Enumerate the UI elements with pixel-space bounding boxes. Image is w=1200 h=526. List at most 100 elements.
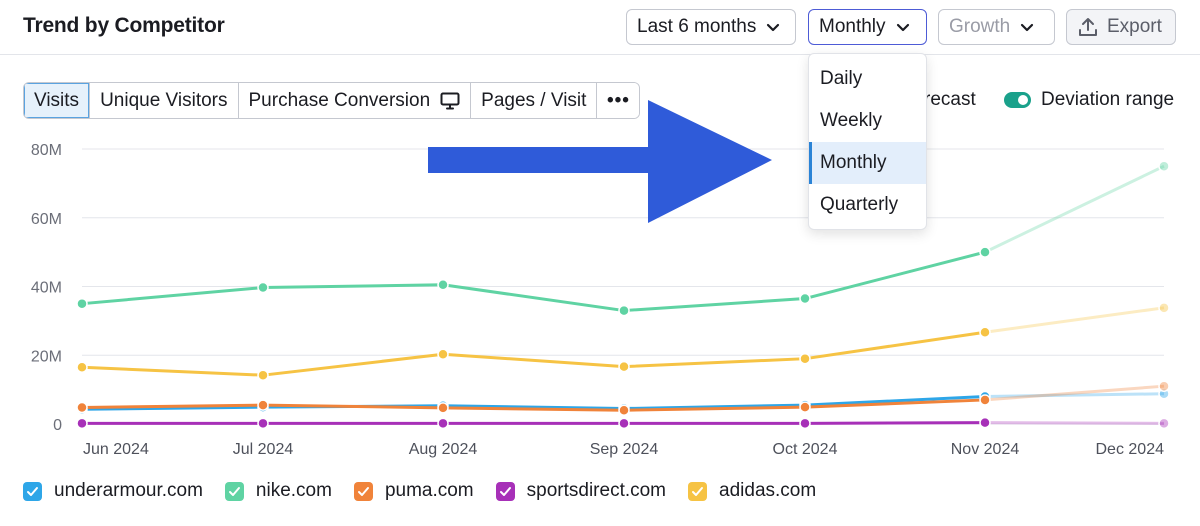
data-point (76, 417, 88, 430)
tab-visits[interactable]: Visits (24, 83, 91, 118)
check-icon[interactable] (224, 481, 244, 501)
growth-value: Growth (949, 16, 1011, 37)
legend-item-puma[interactable]: puma.com (353, 480, 474, 502)
granularity-value: Monthly (819, 16, 886, 37)
data-point (979, 394, 991, 406)
tab-unique-visitors[interactable]: Unique Visitors (90, 83, 239, 118)
series-forecast-line (984, 392, 1165, 398)
data-point (618, 360, 630, 373)
legend-item-adidas[interactable]: adidas.com (688, 480, 816, 502)
tab-label: Visits (34, 89, 80, 111)
monitor-icon (440, 92, 460, 109)
forecast-label: recast (924, 89, 976, 110)
series-forecast-line (984, 384, 1165, 402)
series-line (81, 395, 986, 411)
chevron-down-icon (1021, 23, 1034, 32)
legend-item-underarmour[interactable]: underarmour.com (23, 480, 203, 502)
deviation-label: Deviation range (1041, 89, 1175, 110)
data-point (437, 279, 449, 291)
data-point (257, 281, 269, 294)
trend-chart: 80M 60M 40M 20M 0 Jun 2024 Jul 2024 Aug 2024 Sep… (31, 142, 1170, 458)
x-tick-label: Dec 2024 (1096, 441, 1165, 458)
check-icon[interactable] (495, 481, 515, 501)
data-point (257, 417, 269, 430)
data-point (1158, 417, 1170, 430)
period-select[interactable]: Last 6 months (626, 9, 796, 45)
data-point (799, 352, 811, 365)
granularity-dropdown: Daily Weekly Monthly Quarterly (808, 53, 927, 230)
tab-label: Purchase Conversion (248, 89, 431, 111)
data-point (257, 399, 269, 411)
data-point (618, 404, 630, 416)
more-icon: ••• (606, 89, 630, 111)
metric-tabs: Visits Unique Visitors Purchase Conversi… (23, 82, 641, 119)
legend-item-sportsdirect[interactable]: sportsdirect.com (495, 480, 667, 502)
y-tick-label: 40M (31, 280, 62, 297)
chevron-down-icon (767, 23, 780, 32)
dropdown-item-daily[interactable]: Daily (820, 68, 863, 89)
legend-label: underarmour.com (54, 480, 203, 501)
legend-label: adidas.com (719, 480, 817, 501)
data-point (799, 292, 811, 305)
y-tick-label: 80M (31, 142, 62, 159)
series-line (81, 250, 986, 313)
check-icon[interactable] (688, 481, 708, 501)
data-point (979, 246, 991, 258)
legend-item-nike[interactable]: nike.com (224, 480, 332, 502)
x-tick-label: Oct 2024 (773, 441, 838, 458)
legend-label: nike.com (255, 480, 332, 501)
data-point (437, 402, 449, 414)
header-divider (0, 54, 1200, 55)
dropdown-item-quarterly[interactable]: Quarterly (820, 194, 899, 215)
x-tick-label: Jul 2024 (233, 441, 294, 458)
series-line (81, 330, 986, 377)
data-point (1158, 160, 1170, 172)
data-point (618, 304, 630, 317)
data-point (76, 361, 88, 374)
deviation-range-toggle[interactable]: Deviation range (1004, 89, 1174, 111)
legend-label: puma.com (384, 480, 474, 501)
series-forecast-line (984, 421, 1165, 425)
y-tick-label: 20M (31, 348, 62, 365)
series-forecast-line (984, 164, 1165, 254)
data-point (76, 297, 88, 310)
series-line (82, 421, 986, 425)
data-point (979, 416, 991, 429)
series-forecast-line (984, 306, 1165, 334)
x-tick-label: Aug 2024 (409, 441, 478, 458)
tab-more[interactable]: ••• (597, 83, 640, 118)
granularity-select[interactable]: Monthly (808, 9, 927, 45)
y-tick-label: 0 (53, 417, 62, 434)
tab-label: Pages / Visit (481, 89, 587, 111)
forecast-toggle[interactable]: recast (924, 89, 976, 111)
data-point (1158, 302, 1170, 314)
export-label: Export (1107, 16, 1162, 37)
check-icon[interactable] (23, 481, 42, 501)
x-tick-label: Nov 2024 (951, 441, 1020, 458)
data-point (257, 369, 269, 381)
page-title: Trend by Competitor (23, 14, 225, 37)
export-button[interactable]: Export (1066, 9, 1176, 45)
toggle-switch[interactable] (1004, 92, 1031, 108)
data-point (799, 417, 811, 430)
y-tick-label: 60M (31, 211, 62, 228)
data-point (1158, 380, 1170, 392)
data-point (979, 326, 991, 338)
check-icon[interactable] (353, 481, 373, 501)
tab-purchase-conversion[interactable]: Purchase Conversion (238, 83, 472, 118)
chevron-down-icon (896, 23, 909, 32)
dropdown-item-weekly[interactable]: Weekly (820, 110, 882, 131)
legend-label: sportsdirect.com (526, 480, 667, 501)
data-point (437, 348, 449, 360)
arrow-annotation (428, 100, 772, 223)
period-value: Last 6 months (637, 16, 757, 37)
series-line (81, 398, 986, 412)
tab-pages-per-visit[interactable]: Pages / Visit (471, 83, 598, 118)
tab-label: Unique Visitors (100, 89, 228, 111)
growth-select[interactable]: Growth (938, 9, 1055, 45)
dropdown-item-monthly[interactable]: Monthly (809, 142, 926, 184)
x-tick-label: Jun 2024 (83, 441, 149, 458)
x-tick-label: Sep 2024 (590, 441, 659, 458)
data-point (76, 401, 88, 414)
data-point (437, 417, 449, 430)
